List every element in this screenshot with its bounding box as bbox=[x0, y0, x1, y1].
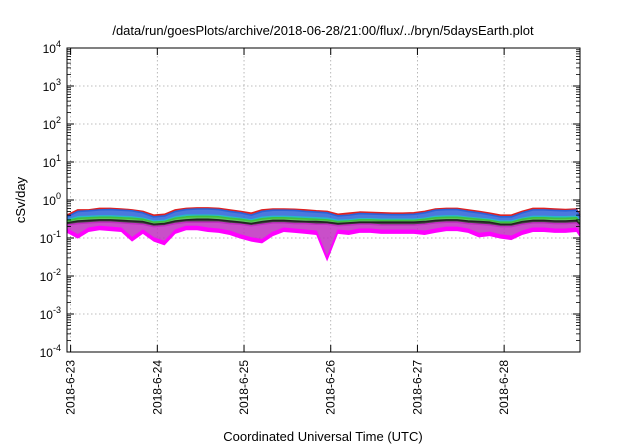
series-line bbox=[66, 221, 581, 228]
series-band bbox=[67, 222, 580, 258]
series-line bbox=[66, 214, 581, 222]
x-tick-label: 2018-6-28 bbox=[497, 360, 511, 415]
x-tick-labels: 2018-6-23 2018-6-24 2018-6-25 2018-6-26 2018… bbox=[64, 360, 512, 415]
x-tick-label: 2018-6-25 bbox=[237, 360, 251, 415]
series-layer bbox=[66, 207, 581, 262]
grid-lines bbox=[67, 48, 580, 352]
y-tick-label: 100 bbox=[43, 191, 61, 208]
y-tick-label: 10-2 bbox=[40, 267, 61, 284]
y-tick-label: 10-4 bbox=[40, 343, 61, 360]
y-tick-label: 10-3 bbox=[40, 305, 61, 322]
y-axis-label: cSv/day bbox=[13, 176, 28, 223]
series-line bbox=[66, 208, 581, 218]
series-band bbox=[67, 219, 580, 227]
series-line bbox=[66, 218, 581, 226]
x-tick-label: 2018-6-24 bbox=[150, 360, 164, 415]
x-tick-label: 2018-6-27 bbox=[410, 360, 424, 415]
series-line bbox=[66, 207, 581, 216]
y-tick-label: 104 bbox=[43, 39, 61, 56]
y-tick-labels: 10-4 10-3 10-2 10-1 100 101 102 103 104 bbox=[40, 39, 61, 360]
y-tick-label: 10-1 bbox=[40, 229, 61, 246]
y-tick-label: 103 bbox=[43, 77, 61, 94]
series-line bbox=[66, 225, 581, 259]
axis-ticks bbox=[67, 47, 580, 353]
y-tick-label: 102 bbox=[43, 115, 61, 132]
x-tick-label: 2018-6-26 bbox=[324, 360, 338, 415]
x-tick-label: 2018-6-23 bbox=[64, 360, 78, 415]
series-line bbox=[66, 215, 581, 224]
x-axis-label: Coordinated Universal Time (UTC) bbox=[223, 429, 422, 444]
series-band bbox=[67, 208, 580, 222]
y-tick-label: 101 bbox=[43, 153, 61, 170]
chart-title: /data/run/goesPlots/archive/2018-06-28/2… bbox=[112, 23, 534, 38]
